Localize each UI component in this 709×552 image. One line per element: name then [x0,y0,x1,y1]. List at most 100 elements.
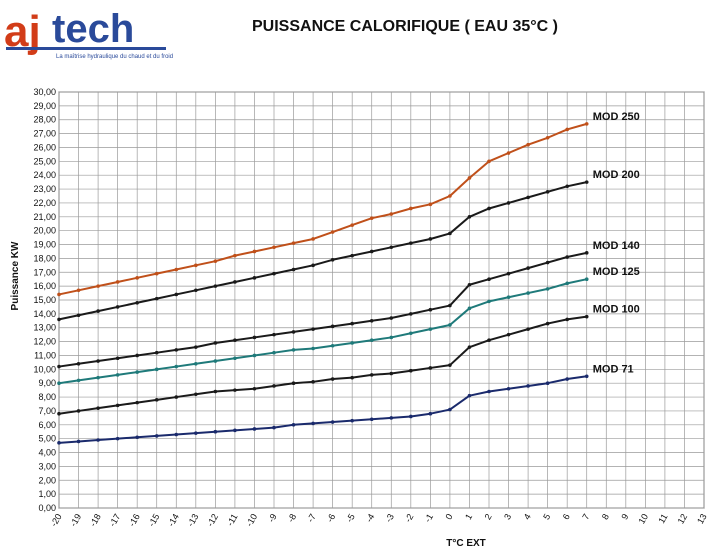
series-line [58,278,587,385]
data-point [213,341,218,345]
x-axis-label: T°C EXT [446,538,486,549]
x-tick-label: -5 [344,512,357,524]
data-point [57,381,61,386]
x-tick-labels: -20 -19 -18 -17 -16 -15 -14 -13 -12 -11 -10 -9 -8 -7-… [49,512,709,528]
data-point [526,195,530,200]
data-point [545,190,550,194]
data-point [506,332,511,337]
data-point [57,364,61,369]
data-point [57,292,61,297]
data-point [389,245,394,250]
data-point [291,330,296,334]
data-point [174,364,179,369]
data-point [115,436,120,441]
data-point [57,317,61,322]
data-point [409,206,413,211]
data-point [545,381,550,386]
data-point [448,231,452,236]
y-tick-label: 9,00 [38,378,56,388]
x-tick-label: -17 [107,512,122,528]
x-tick-label: 7 [580,512,591,521]
data-point [154,271,159,276]
data-point [330,257,335,262]
chart-title: PUISSANCE CALORIFIQUE ( EAU 35°C ) [252,18,558,35]
data-point [213,284,218,288]
data-point [174,348,179,352]
data-point [252,276,257,280]
x-tick-label: -15 [146,512,161,528]
data-point [448,363,452,367]
y-tick-label: 2,00 [38,475,56,485]
data-point [233,388,237,392]
data-point [135,435,139,440]
data-point [76,313,81,318]
data-point [487,299,491,304]
data-point [487,389,491,394]
series-label: MOD 100 [593,304,640,316]
data-point [330,420,335,424]
series-labels: MOD 250 MOD 200 MOD 140 MOD 125 MOD 100 MOD 7… [593,111,640,375]
x-tick-label: -3 [383,512,396,524]
x-tick-label: -7 [305,512,318,524]
data-point [291,241,296,245]
data-point [409,241,413,245]
data-point [350,418,354,423]
data-point [154,350,159,355]
data-point [233,338,237,343]
logo-letters-tech: tech [52,7,134,51]
x-tick-label: -11 [225,512,240,528]
data-point [584,180,589,184]
data-point [233,280,237,284]
data-point [96,284,100,288]
data-point [154,434,159,438]
data-point [115,305,120,309]
x-tick-label: -19 [68,512,83,528]
x-tick-label: 9 [619,512,630,521]
data-point [545,287,550,291]
data-point [291,381,296,386]
data-point [154,367,159,372]
y-tick-label: 17,00 [33,267,56,277]
series-label: MOD 71 [593,363,634,375]
data-point [467,345,472,349]
x-tick-label: -20 [49,512,64,528]
data-point [448,303,452,308]
y-tick-label: 21,00 [33,212,56,222]
data-point [272,332,276,337]
data-point [135,276,139,280]
data-point [526,384,530,388]
y-tick-label: 23,00 [33,184,56,194]
data-point [409,368,413,373]
y-tick-label: 30,00 [33,87,56,97]
x-tick-label: 1 [463,512,474,521]
data-point [194,392,198,397]
data-point [115,403,120,408]
data-point [409,414,413,419]
y-tick-label: 19,00 [33,240,56,250]
data-point [584,374,589,379]
data-point [350,253,354,258]
y-tick-label: 11,00 [34,350,56,360]
y-tick-label: 10,00 [33,364,56,374]
series-line [58,315,587,415]
data-point [233,428,237,433]
data-point [311,380,315,384]
y-tick-label: 6,00 [38,420,56,430]
data-point [389,316,394,320]
data-point [311,263,315,268]
data-point [311,346,315,351]
data-point [57,411,61,416]
x-tick-label: -14 [166,512,181,528]
data-point [291,267,296,272]
x-tick-label: -18 [88,512,103,528]
data-point [545,135,550,140]
x-tick-label: 5 [541,512,552,521]
y-axis-label: Puissance KW [10,241,21,310]
y-tick-label: 26,00 [33,142,56,152]
data-point [233,356,237,361]
x-tick-label: 10 [636,512,650,526]
x-tick-label: -8 [286,512,299,524]
data-point [448,323,452,327]
data-point [389,416,394,420]
